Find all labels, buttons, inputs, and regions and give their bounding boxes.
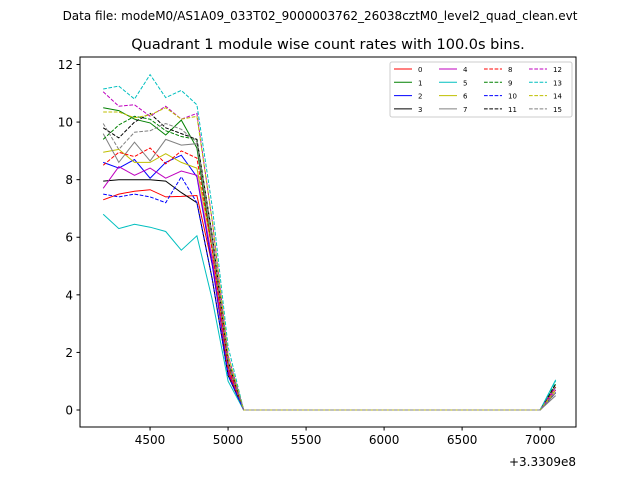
suptitle: Data file: modeM0/AS1A09_033T02_90000037… <box>63 9 578 23</box>
legend-label-12: 12 <box>553 66 562 74</box>
x-tick-label: 7000 <box>525 433 556 447</box>
series-line-3 <box>103 179 557 411</box>
plot-area <box>102 73 557 411</box>
y-tick-label: 6 <box>65 231 73 245</box>
x-offset-label: +3.3309e8 <box>509 455 576 469</box>
x-tick-label: 4500 <box>135 433 166 447</box>
legend-label-10: 10 <box>508 93 517 101</box>
series-line-0 <box>103 189 557 411</box>
y-tick-label: 10 <box>58 116 73 130</box>
series-line-11 <box>102 112 557 411</box>
series-line-5 <box>102 213 557 411</box>
axes-frame <box>79 56 577 428</box>
legend-label-2: 2 <box>418 93 422 101</box>
x-axis: 5000 5500 6000 6500 7000 4500 <box>135 427 556 447</box>
chart-title: Quadrant 1 module wise count rates with … <box>131 37 525 53</box>
legend-label-15: 15 <box>553 106 562 114</box>
series-line-12 <box>102 91 557 411</box>
x-tick-label: 5000 <box>213 433 244 447</box>
y-axis: 0 2 4 6 8 10 12 <box>58 58 80 418</box>
legend-label-5: 5 <box>463 79 467 87</box>
legend-label-6: 6 <box>463 93 468 101</box>
legend-label-8: 8 <box>508 66 512 74</box>
y-tick-label: 4 <box>65 288 73 302</box>
y-tick-label: 0 <box>65 404 73 418</box>
legend-label-11: 11 <box>508 106 517 114</box>
legend-label-3: 3 <box>418 106 422 114</box>
legend-label-9: 9 <box>508 79 512 87</box>
legend-label-1: 1 <box>418 79 422 87</box>
series-line-6 <box>103 148 557 411</box>
y-tick-label: 2 <box>65 346 73 360</box>
series-line-1 <box>103 107 557 411</box>
series-line-8 <box>102 147 557 411</box>
x-tick-label: 6500 <box>447 433 478 447</box>
series-line-14 <box>103 107 557 411</box>
legend-label-4: 4 <box>463 66 468 74</box>
legend-box <box>389 61 573 118</box>
legend-label-13: 13 <box>553 79 562 87</box>
series-line-10 <box>103 175 557 411</box>
series-line-13 <box>103 73 557 411</box>
legend-label-14: 14 <box>553 93 562 101</box>
legend-label-7: 7 <box>463 106 467 114</box>
x-tick-label: 5500 <box>291 433 322 447</box>
legend-label-0: 0 <box>418 66 422 74</box>
y-tick-label: 12 <box>58 58 73 72</box>
series-line-15 <box>102 122 557 411</box>
x-tick-label: 6000 <box>369 433 400 447</box>
series-line-4 <box>102 166 557 411</box>
y-tick-label: 8 <box>65 173 73 187</box>
series-line-7 <box>102 133 557 411</box>
